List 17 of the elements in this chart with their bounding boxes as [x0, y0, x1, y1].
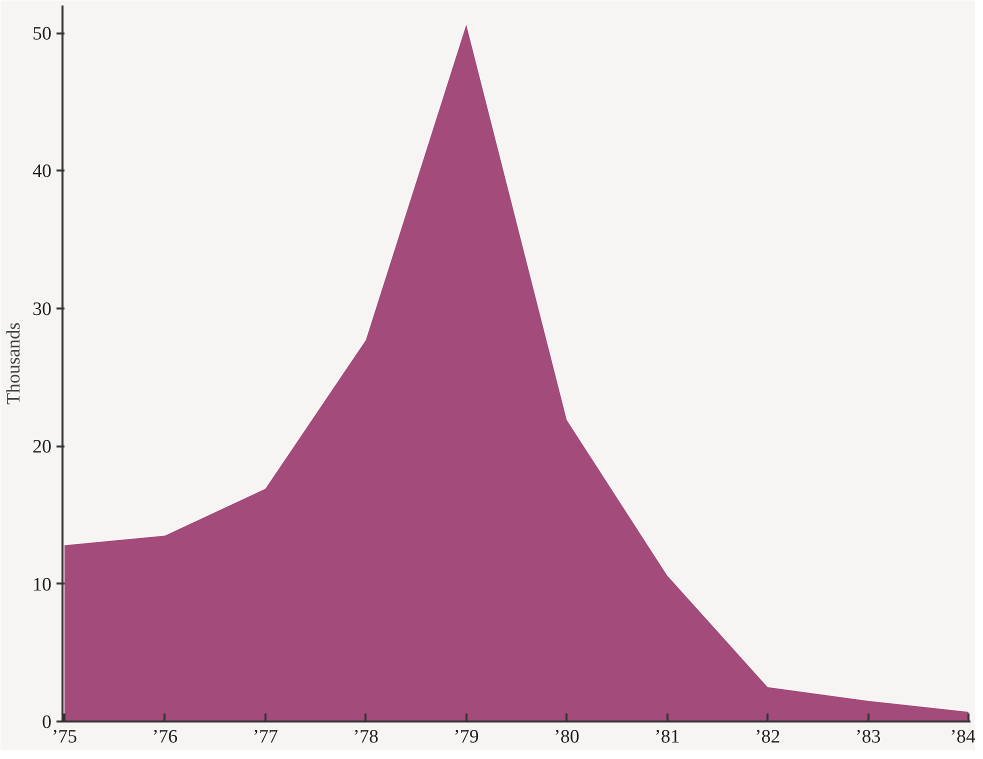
- x-tick-label: ’84: [950, 726, 976, 748]
- y-tick-label: 30: [32, 298, 52, 320]
- x-tick-label: ’76: [152, 726, 178, 748]
- y-tick-label: 10: [32, 574, 52, 596]
- x-tick-label: ’77: [252, 726, 278, 748]
- x-tick-label: ’78: [353, 726, 378, 748]
- x-tick-label: ’79: [454, 726, 479, 748]
- x-tick-label: ’83: [855, 726, 881, 748]
- x-tick-label: ’75: [52, 726, 78, 748]
- x-tick-label: ’82: [754, 726, 780, 748]
- y-axis-title: Thousands: [4, 322, 24, 405]
- y-tick-label: 0: [42, 712, 52, 733]
- x-tick-label: ’80: [554, 726, 580, 748]
- y-tick-label: 40: [32, 161, 52, 182]
- y-tick-label: 50: [32, 24, 52, 45]
- y-tick-label: 20: [32, 436, 52, 458]
- x-tick-label: ’81: [654, 726, 680, 748]
